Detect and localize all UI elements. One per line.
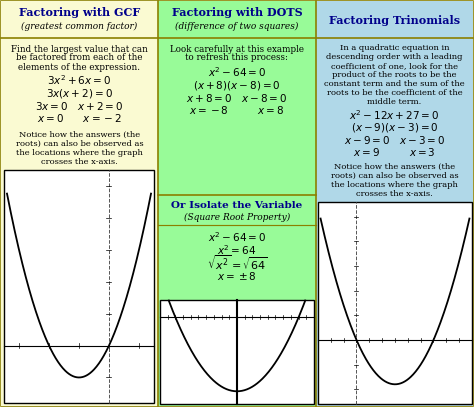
Text: be factored from each of the: be factored from each of the	[16, 53, 143, 63]
Text: crosses the x-axis.: crosses the x-axis.	[356, 190, 433, 198]
Text: Find the largest value that can: Find the largest value that can	[11, 44, 148, 53]
Text: In a quadratic equation in: In a quadratic equation in	[340, 44, 449, 52]
Text: $(x - 9)(x - 3) = 0$: $(x - 9)(x - 3) = 0$	[351, 122, 438, 134]
Text: to refresh this process:: to refresh this process:	[185, 53, 289, 63]
Text: $x - 9 = 0 \quad x - 3 = 0$: $x - 9 = 0 \quad x - 3 = 0$	[344, 134, 445, 146]
Text: Notice how the answers (the: Notice how the answers (the	[19, 131, 140, 139]
Text: $x^2 - 12x + 27 = 0$: $x^2 - 12x + 27 = 0$	[349, 108, 440, 122]
Text: Factoring Trinomials: Factoring Trinomials	[329, 15, 460, 26]
Bar	[318, 202, 472, 404]
Text: (Square Root Property): (Square Root Property)	[184, 212, 290, 221]
Text: coefficient of one, look for the: coefficient of one, look for the	[331, 62, 458, 70]
Text: $\sqrt{x^2} = \sqrt{64}$: $\sqrt{x^2} = \sqrt{64}$	[207, 254, 267, 272]
Text: the locations where the graph: the locations where the graph	[16, 149, 143, 157]
Text: middle term.: middle term.	[367, 98, 422, 106]
Text: $x + 8 = 0 \quad x - 8 = 0$: $x + 8 = 0 \quad x - 8 = 0$	[186, 92, 288, 104]
Text: $3x^2 + 6x = 0$: $3x^2 + 6x = 0$	[47, 73, 111, 87]
Text: $3x = 0 \quad x + 2 = 0$: $3x = 0 \quad x + 2 = 0$	[36, 100, 124, 112]
Text: $x = -8 \qquad\quad x = 8$: $x = -8 \qquad\quad x = 8$	[189, 104, 285, 116]
Text: $x = \pm 8$: $x = \pm 8$	[217, 270, 257, 282]
Text: constant term and the sum of the: constant term and the sum of the	[324, 80, 465, 88]
Text: descending order with a leading: descending order with a leading	[326, 53, 463, 61]
Bar	[316, 1, 473, 406]
Text: Factoring with GCF: Factoring with GCF	[19, 7, 140, 18]
Text: roots to be the coefficient of the: roots to be the coefficient of the	[327, 89, 462, 97]
Bar	[4, 170, 154, 403]
Text: $x^2 = 64$: $x^2 = 64$	[218, 243, 256, 257]
Text: $3x(x + 2) = 0$: $3x(x + 2) = 0$	[46, 87, 113, 99]
Text: product of the roots to be the: product of the roots to be the	[332, 71, 457, 79]
Text: $x^2 - 64 = 0$: $x^2 - 64 = 0$	[208, 65, 266, 79]
Text: $x^2 - 64 = 0$: $x^2 - 64 = 0$	[208, 230, 266, 244]
Text: crosses the x-axis.: crosses the x-axis.	[41, 158, 118, 166]
Text: Or Isolate the Variable: Or Isolate the Variable	[172, 201, 302, 210]
Text: (greatest common factor): (greatest common factor)	[21, 22, 137, 31]
Text: elements of the expression.: elements of the expression.	[18, 63, 140, 72]
Text: $x = 0 \qquad x = -2$: $x = 0 \qquad x = -2$	[37, 112, 122, 124]
Text: (difference of two squares): (difference of two squares)	[175, 22, 299, 31]
Text: Factoring with DOTS: Factoring with DOTS	[172, 7, 302, 18]
Bar	[160, 300, 314, 404]
Bar	[1, 1, 158, 406]
Text: roots) can also be observed as: roots) can also be observed as	[331, 172, 458, 180]
Text: roots) can also be observed as: roots) can also be observed as	[16, 140, 143, 148]
Text: the locations where the graph: the locations where the graph	[331, 181, 458, 189]
Text: Notice how the answers (the: Notice how the answers (the	[334, 163, 455, 171]
Bar	[158, 1, 316, 406]
Text: $(x + 8)(x - 8) = 0$: $(x + 8)(x - 8) = 0$	[193, 79, 281, 92]
Text: Look carefully at this example: Look carefully at this example	[170, 44, 304, 53]
Text: $x = 9 \qquad\quad x = 3$: $x = 9 \qquad\quad x = 3$	[353, 146, 436, 158]
